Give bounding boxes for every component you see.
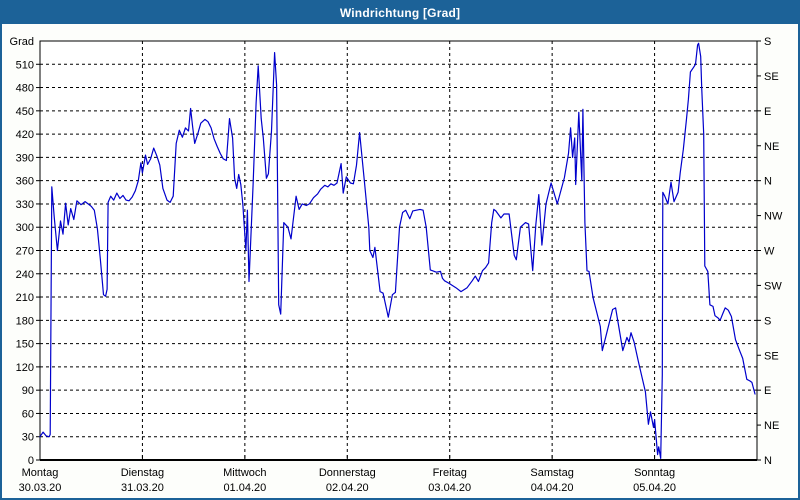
y-left-tick-label: 30 [22,432,34,444]
y-left-tick-label: 450 [16,106,34,118]
x-date-label: 05.04.20 [633,482,676,494]
y-right-tick-label: N [764,455,772,467]
x-day-label: Samstag [530,467,573,479]
y-right-tick-label: NE [764,420,779,432]
y-right-tick-label: SE [764,71,779,83]
x-date-label: 31.03.20 [121,482,164,494]
y-left-tick-label: 210 [16,292,34,304]
y-right-tick-label: NW [764,211,783,223]
x-date-label: 02.04.20 [326,482,369,494]
y-left-tick-label: 360 [16,176,34,188]
y-left-tick-label: 420 [16,129,34,141]
y-left-tick-label: 390 [16,152,34,164]
y-left-tick-label: 300 [16,222,34,234]
y-left-tick-label: 0 [28,455,34,467]
x-date-label: 03.04.20 [428,482,471,494]
x-date-label: 01.04.20 [223,482,266,494]
y-left-axis-title: Grad [10,36,34,48]
y-right-tick-label: E [764,385,771,397]
y-right-tick-label: SE [764,350,779,362]
x-day-label: Freitag [433,467,467,479]
window-title: Windrichtung [Grad] [339,6,461,20]
y-left-tick-label: 60 [22,408,34,420]
y-left-tick-label: 240 [16,269,34,281]
y-left-tick-label: 330 [16,199,34,211]
y-left-tick-label: 90 [22,385,34,397]
y-right-tick-label: NE [764,141,779,153]
window-titlebar: Windrichtung [Grad] [2,2,798,24]
y-right-tick-label: S [764,315,771,327]
y-right-tick-label: N [764,176,772,188]
y-right-tick-label: E [764,106,771,118]
x-day-label: Mittwoch [223,467,266,479]
wind-direction-series [39,42,756,459]
x-day-label: Donnerstag [319,467,376,479]
y-left-tick-label: 180 [16,315,34,327]
x-day-label: Sonntag [634,467,675,479]
y-right-tick-label: SW [764,280,782,292]
x-day-label: Montag [22,467,59,479]
y-right-tick-label: W [764,246,775,258]
x-date-label: 30.03.20 [19,482,62,494]
y-right-tick-label: S [764,36,771,48]
y-left-tick-label: 510 [16,59,34,71]
y-left-tick-label: 150 [16,339,34,351]
y-left-tick-label: 120 [16,362,34,374]
x-day-label: Dienstag [121,467,164,479]
y-left-tick-label: 480 [16,83,34,95]
x-date-label: 04.04.20 [531,482,574,494]
y-left-tick-label: 270 [16,246,34,258]
